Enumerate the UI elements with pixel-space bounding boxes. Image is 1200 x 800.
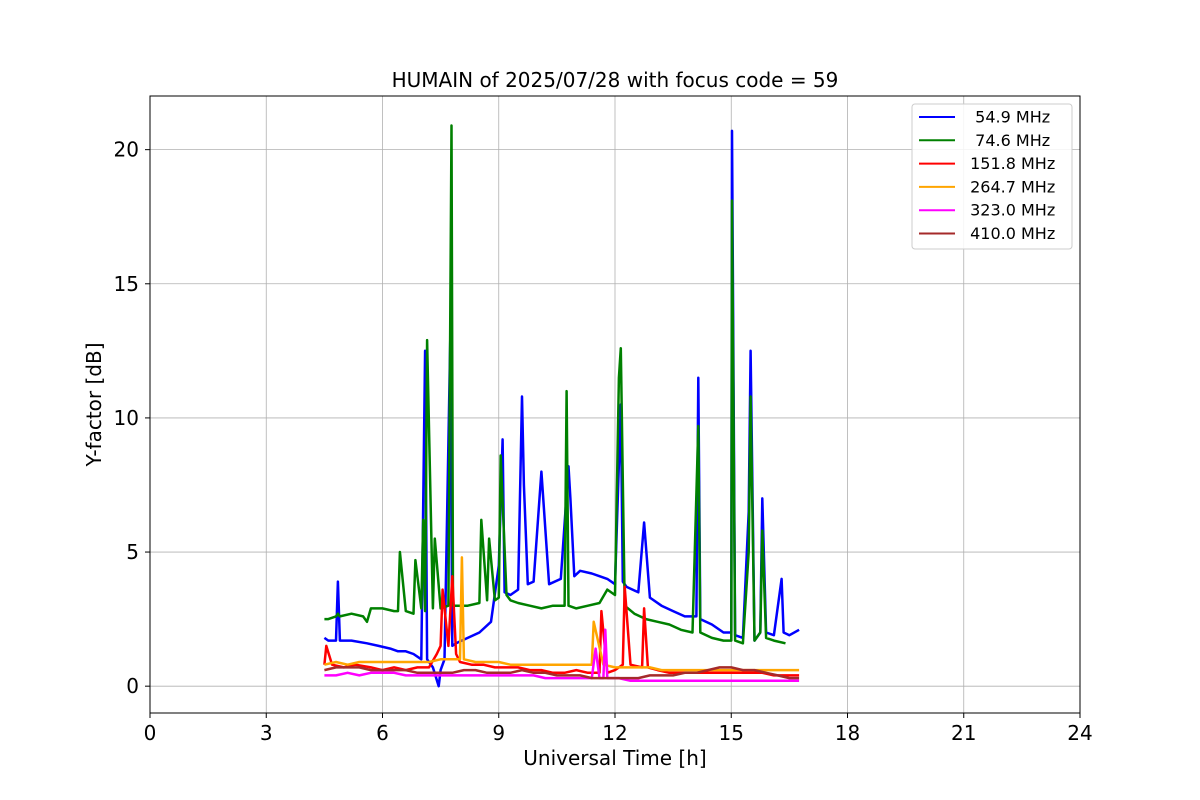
series-line-264_7-mhz (324, 556, 800, 672)
y-tick-label: 5 (126, 540, 139, 564)
x-tick-label: 9 (492, 721, 505, 745)
y-tick-label: 0 (126, 674, 139, 698)
y-tick-label: 15 (114, 272, 139, 296)
y-tick-label: 20 (114, 138, 139, 162)
y-axis-label: Y-factor [dB] (82, 342, 106, 467)
x-tick-label: 18 (835, 721, 860, 745)
series-group (323, 124, 800, 688)
x-axis-label: Universal Time [h] (523, 746, 706, 770)
series-line-410_0-mhz (324, 666, 800, 680)
y-tick-label: 10 (114, 406, 139, 430)
series-line-323_0-mhz (324, 628, 800, 683)
chart-title: HUMAIN of 2025/07/28 with focus code = 5… (392, 68, 839, 92)
x-tick-label: 6 (376, 721, 389, 745)
legend-label: 151.8 MHz (965, 154, 1055, 173)
x-tick-label: 15 (719, 721, 744, 745)
legend: 54.9 MHz 74.6 MHz 151.8 MHz 264.7 MHz 32… (911, 103, 1073, 250)
x-tick-label: 24 (1067, 721, 1092, 745)
legend-label: 410.0 MHz (965, 224, 1055, 243)
legend-label: 54.9 MHz (965, 108, 1050, 127)
legend-label: 264.7 MHz (965, 177, 1055, 196)
ticks: 0 3 6 9 12 15 18 21 24 0 5 10 15 20 (114, 138, 1093, 745)
x-tick-label: 0 (144, 721, 157, 745)
x-tick-label: 3 (260, 721, 273, 745)
legend-label: 74.6 MHz (965, 131, 1050, 150)
series-line-74_6-mhz (324, 124, 786, 645)
x-tick-label: 21 (951, 721, 976, 745)
x-tick-label: 12 (602, 721, 627, 745)
legend-label: 323.0 MHz (965, 201, 1055, 220)
